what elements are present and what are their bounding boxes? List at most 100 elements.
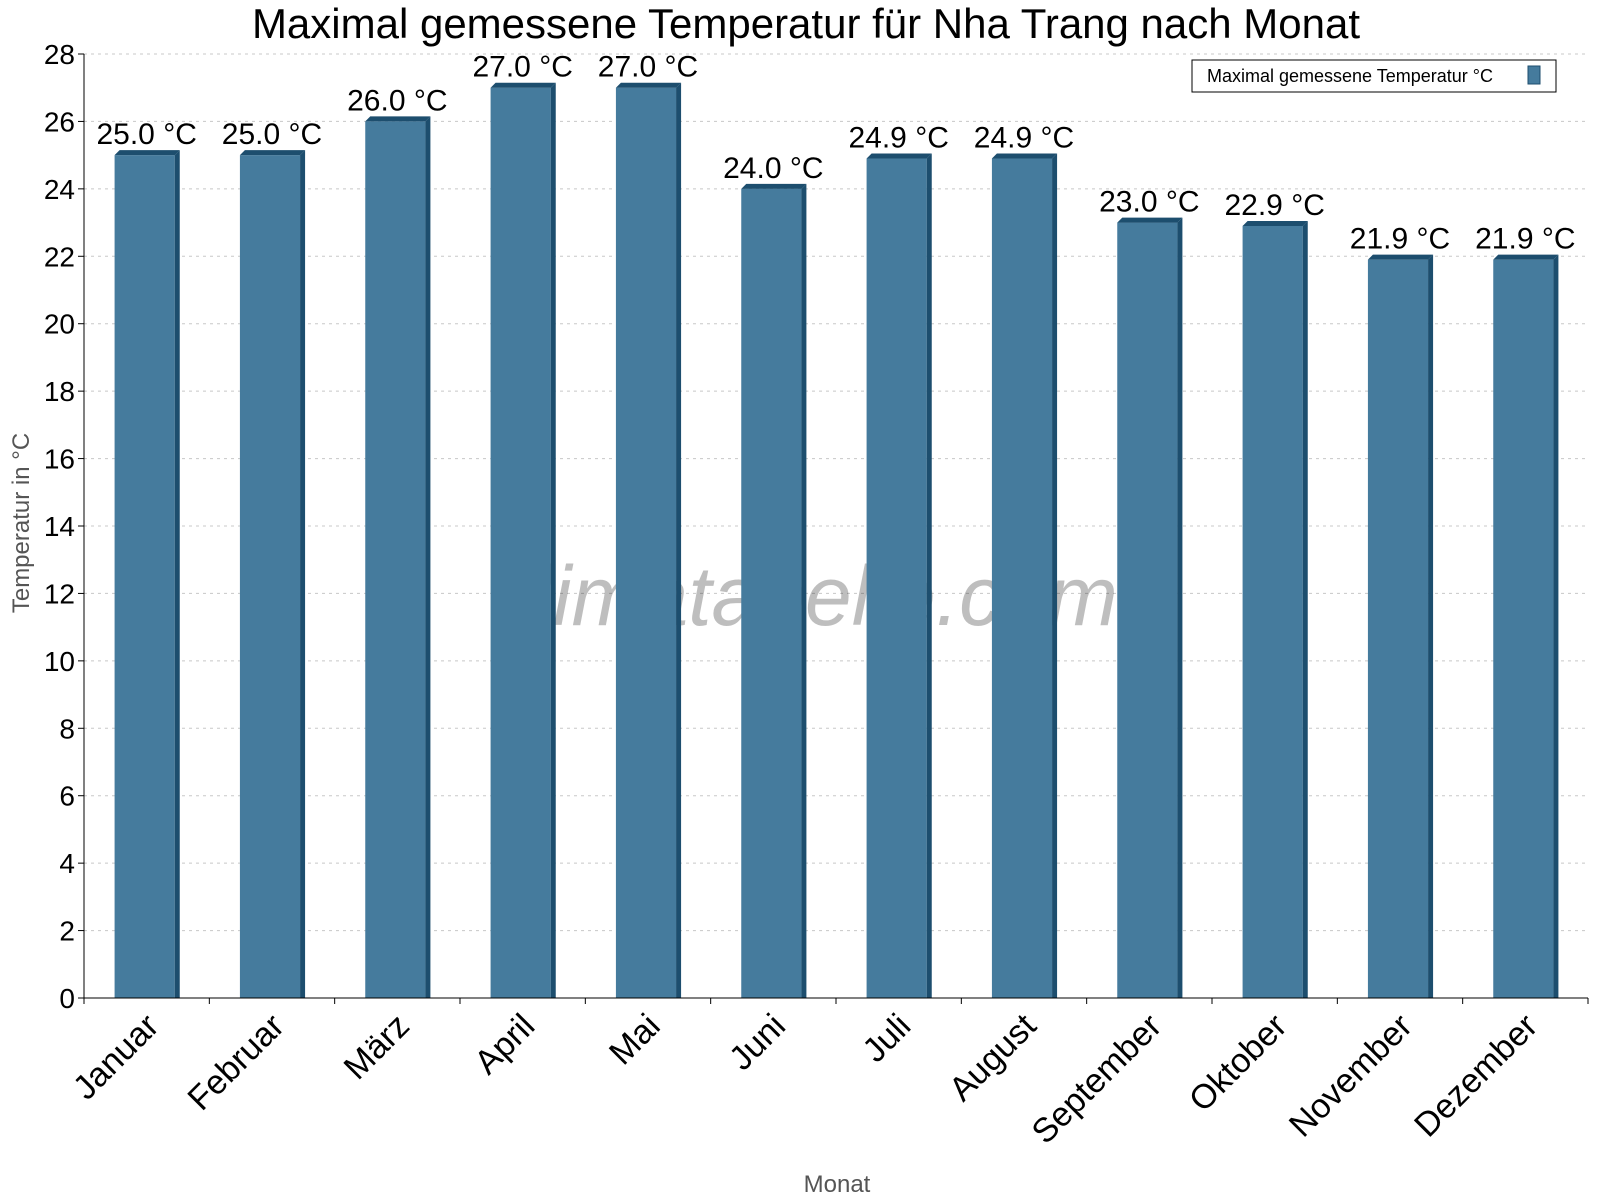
bar	[114, 150, 180, 999]
y-tick-label: 18	[44, 376, 75, 407]
bar-side	[676, 82, 682, 998]
x-tick-label: März	[337, 1007, 417, 1087]
bar-face	[1117, 222, 1178, 999]
bar-top	[615, 82, 682, 88]
bar-value-label: 27.0 °C	[472, 51, 572, 84]
bar-top	[991, 153, 1058, 159]
bar-side	[1428, 254, 1434, 998]
bar	[1367, 254, 1434, 999]
bar-value-label: 25.0 °C	[222, 118, 322, 151]
bar-top	[866, 153, 932, 159]
x-tick-label: Juni	[722, 1007, 793, 1078]
bar-side	[801, 183, 807, 998]
bar-face	[991, 158, 1053, 998]
bar-face	[741, 188, 802, 998]
y-tick-label: 2	[59, 916, 75, 947]
bar-side	[425, 116, 431, 998]
bar-value-label: 27.0 °C	[598, 51, 698, 84]
bar-face	[866, 158, 927, 998]
bar-value-label: 26.0 °C	[347, 84, 447, 117]
bar-value-label: 24.9 °C	[848, 122, 948, 155]
bar-side	[550, 82, 556, 998]
x-tick-label: Mai	[602, 1007, 668, 1073]
bar-side	[1302, 220, 1308, 998]
y-tick-label: 8	[59, 713, 75, 744]
y-tick-label: 26	[44, 106, 75, 137]
x-tick-label: September	[1025, 1007, 1169, 1151]
bar-face	[1493, 259, 1554, 999]
legend-box	[1191, 59, 1557, 93]
y-tick-label: 22	[44, 241, 75, 272]
bar-value-label: 23.0 °C	[1099, 186, 1199, 219]
y-axis-title: Temperatur in °C	[8, 433, 35, 613]
bar-top	[114, 150, 180, 156]
bar-top	[1493, 254, 1559, 260]
grid-lines	[84, 53, 1588, 932]
legend-swatch	[1527, 65, 1541, 85]
bar-top	[741, 183, 807, 189]
bar	[239, 150, 306, 999]
bar-side	[1553, 254, 1559, 998]
bar-side	[926, 153, 932, 998]
bar-value-label: 24.9 °C	[974, 122, 1074, 155]
y-tick-label: 10	[44, 646, 75, 677]
bar-face	[1367, 259, 1429, 999]
legend-entry-label: Maximal gemessene Temperatur °C	[1207, 66, 1493, 86]
x-tick-label: November	[1282, 1007, 1420, 1145]
x-axis-title: Monat	[804, 1171, 871, 1198]
bar-value-label: 24.0 °C	[723, 152, 823, 185]
bar	[1242, 220, 1308, 998]
x-tick-label: Januar	[66, 1007, 166, 1107]
bar	[615, 82, 682, 998]
bar-face	[615, 87, 677, 998]
bar-top	[1117, 217, 1183, 223]
axes	[78, 53, 1589, 1004]
bar-value-label: 21.9 °C	[1350, 223, 1450, 256]
x-tick-label: April	[467, 1007, 542, 1082]
bar	[866, 153, 932, 998]
y-tick-label: 6	[59, 781, 75, 812]
y-tick-label: 0	[59, 983, 75, 1014]
bar	[1493, 254, 1559, 999]
bar-value-label: 25.0 °C	[96, 118, 196, 151]
bar-labels: 25.0 °C 25.0 °C 26.0 °C 27.0 °C 27.0 °C 24.0 …	[96, 51, 1575, 256]
legend: Maximal gemessene Temperatur °C	[1191, 59, 1557, 93]
bar	[991, 153, 1058, 998]
x-tick-label: August	[942, 1006, 1044, 1108]
bar	[1117, 217, 1183, 999]
y-tick-label: 24	[44, 174, 75, 205]
bar-top	[239, 150, 306, 156]
bar-top	[1367, 254, 1434, 260]
bar-face	[1242, 225, 1303, 998]
x-tick-label: Dezember	[1407, 1007, 1545, 1145]
x-tick-labels: Januar Februar März April Mai Juni Juli AugustS…	[66, 1006, 1545, 1151]
bar-side	[300, 150, 306, 999]
y-tick-label: 16	[44, 444, 75, 475]
bar-top	[365, 116, 431, 122]
y-tick-label: 20	[44, 309, 75, 340]
bar	[741, 183, 807, 998]
bar-face	[490, 87, 551, 998]
y-tick-label: 12	[44, 578, 75, 609]
y-tick-label: 28	[44, 39, 75, 70]
bar	[365, 116, 431, 998]
bar	[490, 82, 556, 998]
x-tick-label: Juli	[855, 1007, 918, 1070]
bar-top	[490, 82, 556, 88]
bars	[114, 82, 1559, 999]
y-tick-label: 14	[44, 511, 75, 542]
bar-face	[239, 155, 301, 999]
y-tick-label: 4	[59, 848, 75, 879]
bar-side	[174, 150, 180, 999]
bar-value-label: 21.9 °C	[1475, 223, 1575, 256]
chart-title: Maximal gemessene Temperatur für Nha Tra…	[252, 0, 1360, 47]
bar-top	[1242, 220, 1308, 226]
bar-face	[365, 121, 426, 998]
bar-value-label: 22.9 °C	[1224, 189, 1324, 222]
bar-face	[114, 155, 175, 999]
x-tick-label: Februar	[181, 1007, 292, 1118]
bar-side	[1177, 217, 1183, 999]
bar-side	[1052, 153, 1058, 998]
